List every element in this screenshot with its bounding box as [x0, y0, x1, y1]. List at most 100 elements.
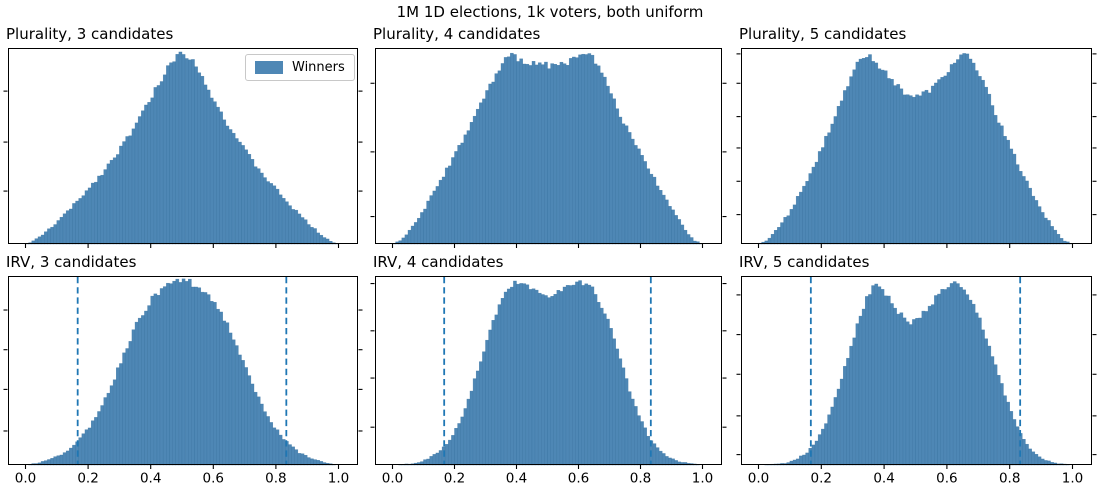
histogram-bar	[1012, 153, 1017, 245]
histogram-bars	[25, 51, 339, 245]
histogram-bar	[90, 182, 95, 245]
histogram-bar	[556, 290, 561, 466]
histogram-bar	[197, 72, 202, 245]
histogram-bar	[618, 116, 623, 245]
histogram-bar	[506, 288, 511, 466]
histogram-bar	[1015, 426, 1020, 466]
histogram-bar	[475, 108, 480, 245]
histogram-bar	[918, 317, 923, 466]
histogram-bar	[516, 61, 520, 245]
histogram-bar	[996, 122, 1001, 245]
histogram-bar	[216, 106, 220, 245]
histogram-bar	[263, 411, 267, 466]
histogram-bar	[200, 75, 205, 245]
histogram-bar	[426, 200, 430, 245]
histogram-bar	[435, 186, 440, 245]
histogram-bar	[646, 435, 651, 466]
legend-label: Winners	[292, 60, 345, 75]
histogram-bar	[159, 288, 164, 466]
histogram-bar	[175, 54, 180, 245]
histogram-bar	[590, 286, 595, 466]
histogram-bar	[940, 289, 945, 466]
x-tick-label: 0.8	[265, 471, 286, 487]
histogram-bar	[893, 85, 897, 245]
histogram-bar	[219, 111, 223, 245]
histogram-bar	[410, 225, 415, 245]
histogram-bar	[661, 194, 666, 245]
histogram-bar	[770, 233, 775, 245]
histogram-bar	[250, 383, 255, 466]
histogram-bar	[125, 348, 130, 466]
histogram-bar	[962, 53, 966, 245]
histogram-bar	[587, 53, 592, 245]
histogram-bar	[846, 86, 850, 245]
histogram-bar	[621, 367, 626, 466]
histogram-bar	[871, 61, 875, 245]
histogram-bar	[599, 307, 604, 466]
histogram-bar	[615, 348, 620, 466]
histogram-bar	[624, 378, 629, 466]
histogram-bar	[219, 311, 223, 466]
histogram-bar	[817, 434, 822, 466]
histogram-bar	[581, 285, 585, 466]
histogram-bar	[683, 229, 688, 245]
histogram-bar	[1009, 411, 1014, 466]
histogram-bar	[444, 444, 449, 466]
histogram-bar	[94, 181, 98, 245]
histogram-bar	[984, 86, 988, 245]
histogram-bar	[178, 51, 183, 245]
histogram-bar	[488, 329, 492, 466]
histogram-bar	[865, 57, 869, 245]
histogram-bar	[655, 447, 660, 466]
histogram-bar	[596, 302, 601, 466]
x-tick-label: 0.8	[630, 471, 651, 487]
histogram-bar	[827, 414, 831, 466]
histogram-bar	[1018, 171, 1023, 245]
histogram-bar	[824, 135, 828, 245]
histogram-bar	[147, 305, 151, 466]
histogram-bar	[943, 289, 948, 466]
histogram-bar	[1034, 200, 1039, 245]
histogram-bar	[275, 188, 280, 245]
histogram-bar	[169, 283, 173, 466]
histogram-bar	[883, 70, 888, 245]
histogram-bar	[547, 297, 551, 466]
histogram-bar	[978, 76, 982, 245]
histogram-bar	[494, 314, 499, 466]
histogram-bar	[162, 286, 167, 466]
histogram-bar	[244, 149, 248, 245]
histogram-bar	[593, 63, 598, 245]
x-tick-label: 1.0	[692, 471, 713, 487]
histogram-bar	[156, 295, 161, 466]
histogram-bar	[228, 332, 233, 466]
histogram-bar	[97, 175, 101, 245]
histogram-bar	[777, 227, 781, 245]
histogram-bar	[150, 295, 155, 466]
histogram-bar	[930, 304, 935, 466]
histogram-bar	[643, 161, 647, 245]
histogram-bar	[643, 427, 647, 466]
histogram-bar	[1022, 439, 1026, 466]
histogram-bar	[78, 198, 83, 245]
histogram-bar	[868, 294, 872, 466]
histogram-bar	[206, 294, 211, 466]
histogram-bar	[553, 64, 558, 245]
histogram-bar	[949, 64, 954, 245]
histogram-bar	[513, 280, 517, 466]
histogram-bar	[81, 195, 86, 245]
histogram-bar	[310, 227, 314, 245]
histogram-bar	[432, 454, 437, 466]
histogram-bar	[463, 134, 468, 245]
histogram-bar	[429, 195, 434, 245]
histogram-bar	[596, 65, 601, 245]
histogram-bar	[562, 286, 567, 466]
histogram-bar	[203, 84, 208, 245]
histogram-bar	[87, 187, 92, 245]
histogram-bar	[435, 452, 440, 466]
histogram-bar	[1043, 217, 1048, 245]
histogram-bar	[836, 106, 841, 245]
histogram-bar	[568, 58, 573, 245]
histogram-bar	[247, 375, 252, 466]
histogram-bar	[56, 455, 61, 466]
